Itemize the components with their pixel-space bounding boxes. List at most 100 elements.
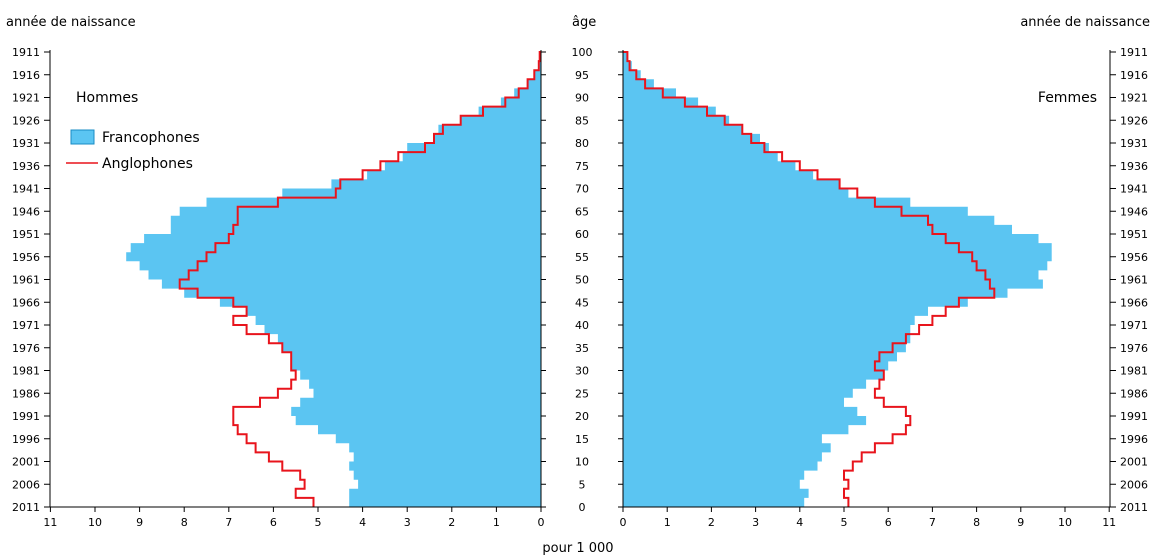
age-tick-label: 100 — [572, 46, 593, 59]
age-tick-label: 90 — [575, 92, 589, 105]
x-tick-label-femmes: 11 — [1102, 516, 1116, 529]
year-tick-label-right: 1981 — [1120, 365, 1148, 378]
panel-label-femmes: Femmes — [1038, 90, 1097, 106]
age-tick-label: 10 — [575, 456, 589, 469]
x-tick-label-femmes: 7 — [929, 516, 936, 529]
x-tick-label-femmes: 9 — [1017, 516, 1024, 529]
age-tick-label: 85 — [575, 114, 589, 127]
year-tick-label-left: 2001 — [12, 456, 40, 469]
year-tick-label-left: 1996 — [12, 433, 40, 446]
year-tick-label-right: 1991 — [1120, 410, 1148, 423]
x-tick-label-hommes: 10 — [88, 516, 102, 529]
year-tick-label-left: 1981 — [12, 365, 40, 378]
x-tick-label-femmes: 1 — [664, 516, 671, 529]
age-tick-label: 5 — [579, 478, 586, 491]
x-tick-label-hommes: 2 — [448, 516, 455, 529]
x-axis-title: pour 1 000 — [542, 541, 613, 556]
year-tick-label-right: 1971 — [1120, 319, 1148, 332]
year-tick-label-left: 1946 — [12, 205, 40, 218]
center-axis-title: âge — [572, 15, 596, 30]
year-tick-label-left: 2011 — [12, 501, 40, 514]
age-tick-label: 75 — [575, 160, 589, 173]
year-tick-label-right: 1936 — [1120, 160, 1148, 173]
year-tick-label-right: 1996 — [1120, 433, 1148, 446]
year-tick-label-left: 1971 — [12, 319, 40, 332]
year-tick-label-left: 1941 — [12, 183, 40, 196]
year-tick-label-right: 1956 — [1120, 251, 1148, 264]
age-tick-label: 70 — [575, 183, 589, 196]
x-tick-label-hommes: 0 — [538, 516, 545, 529]
x-tick-label-hommes: 3 — [404, 516, 411, 529]
year-tick-label-right: 1931 — [1120, 137, 1148, 150]
year-tick-label-right: 1921 — [1120, 92, 1148, 105]
year-tick-label-left: 1986 — [12, 387, 40, 400]
year-tick-label-right: 1966 — [1120, 296, 1148, 309]
area-francophones-hommes — [126, 52, 541, 507]
year-tick-label-left: 1936 — [12, 160, 40, 173]
age-tick-label: 20 — [575, 410, 589, 423]
year-tick-label-left: 2006 — [12, 478, 40, 491]
legend-label-anglophones: Anglophones — [102, 156, 193, 172]
x-tick-label-hommes: 6 — [270, 516, 277, 529]
line-anglophones-femmes — [623, 51, 996, 507]
legend: Francophones Anglophones — [66, 129, 200, 172]
year-tick-label-left: 1911 — [12, 46, 40, 59]
x-tick-label-femmes: 3 — [752, 516, 759, 529]
age-tick-label: 35 — [575, 342, 589, 355]
x-tick-label-femmes: 5 — [841, 516, 848, 529]
age-tick-label: 95 — [575, 69, 589, 82]
x-tick-label-femmes: 4 — [796, 516, 803, 529]
age-tick-label: 25 — [575, 387, 589, 400]
age-tick-label: 40 — [575, 319, 589, 332]
line-anglophones-hommes — [178, 51, 541, 507]
year-tick-label-right: 1951 — [1120, 228, 1148, 241]
year-tick-label-left: 1921 — [12, 92, 40, 105]
year-tick-label-left: 1926 — [12, 114, 40, 127]
age-tick-label: 50 — [575, 274, 589, 287]
legend-swatch-francophones — [70, 129, 95, 145]
x-tick-label-hommes: 11 — [43, 516, 57, 529]
year-tick-label-left: 1951 — [12, 228, 40, 241]
x-tick-label-hommes: 1 — [493, 516, 500, 529]
right-axis-title: année de naissance — [1020, 15, 1150, 30]
age-tick-label: 45 — [575, 296, 589, 309]
x-tick-label-femmes: 6 — [885, 516, 892, 529]
year-tick-label-left: 1966 — [12, 296, 40, 309]
year-tick-label-right: 2006 — [1120, 478, 1148, 491]
year-tick-label-right: 2011 — [1120, 501, 1148, 514]
age-tick-label: 30 — [575, 365, 589, 378]
year-tick-label-right: 1986 — [1120, 387, 1148, 400]
year-tick-label-left: 1961 — [12, 274, 40, 287]
x-tick-label-hommes: 5 — [315, 516, 322, 529]
x-tick-label-hommes: 8 — [181, 516, 188, 529]
age-tick-label: 65 — [575, 205, 589, 218]
left-axis-title: année de naissance — [6, 15, 136, 30]
year-tick-label-right: 1926 — [1120, 114, 1148, 127]
x-tick-label-hommes: 7 — [225, 516, 232, 529]
year-tick-label-right: 1911 — [1120, 46, 1148, 59]
year-tick-label-right: 1976 — [1120, 342, 1148, 355]
year-tick-label-right: 1961 — [1120, 274, 1148, 287]
x-tick-label-femmes: 2 — [708, 516, 715, 529]
legend-label-francophones: Francophones — [102, 130, 200, 146]
year-tick-label-right: 2001 — [1120, 456, 1148, 469]
year-tick-label-left: 1976 — [12, 342, 40, 355]
x-tick-label-femmes: 0 — [620, 516, 627, 529]
year-tick-label-left: 1916 — [12, 69, 40, 82]
x-tick-label-femmes: 10 — [1058, 516, 1072, 529]
x-tick-label-hommes: 4 — [359, 516, 366, 529]
year-tick-label-right: 1941 — [1120, 183, 1148, 196]
year-tick-label-left: 1931 — [12, 137, 40, 150]
year-tick-label-left: 1956 — [12, 251, 40, 264]
panel-label-hommes: Hommes — [76, 90, 138, 106]
age-tick-label: 60 — [575, 228, 589, 241]
year-tick-label-left: 1991 — [12, 410, 40, 423]
age-tick-label: 0 — [579, 501, 586, 514]
x-tick-label-hommes: 9 — [136, 516, 143, 529]
year-tick-label-right: 1916 — [1120, 69, 1148, 82]
x-tick-label-femmes: 8 — [973, 516, 980, 529]
age-tick-label: 80 — [575, 137, 589, 150]
series-layer — [126, 51, 1052, 507]
